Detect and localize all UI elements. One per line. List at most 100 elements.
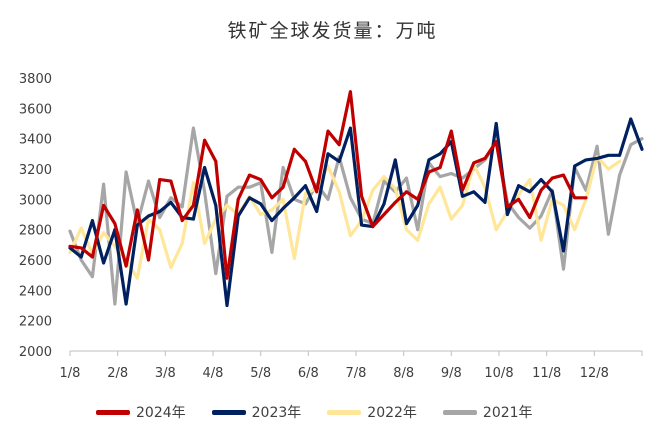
data-point [528, 216, 532, 219]
data-point [405, 176, 408, 180]
data-point [416, 197, 420, 201]
data-point [405, 190, 408, 194]
data-point [281, 166, 285, 169]
data-point [304, 191, 307, 195]
legend-label: 2023年 [251, 405, 302, 421]
data-point [382, 213, 386, 216]
data-point [595, 144, 599, 148]
data-point [550, 176, 554, 180]
data-point [595, 156, 599, 160]
data-point [191, 204, 195, 207]
data-point [315, 210, 319, 213]
data-point [315, 190, 319, 194]
data-point [79, 258, 83, 262]
data-point [562, 267, 565, 271]
data-point [214, 272, 218, 276]
data-point [91, 219, 94, 222]
data-point [281, 197, 285, 201]
legend-item: 2021年 [442, 402, 533, 422]
data-point [169, 196, 173, 200]
y-tick-label: 3600 [19, 102, 52, 117]
data-point [405, 222, 408, 226]
data-point [393, 200, 397, 204]
data-point [618, 173, 621, 177]
data-point [270, 208, 274, 212]
legend-swatch [211, 409, 246, 415]
legend-label: 2024年 [136, 405, 186, 421]
data-point [382, 175, 386, 178]
data-point [169, 200, 173, 204]
data-point [416, 228, 420, 232]
data-point [461, 194, 464, 198]
data-point [539, 238, 543, 242]
data-point [416, 238, 420, 242]
data-point [191, 126, 195, 130]
x-tick-label: 9/8 [441, 366, 462, 381]
data-point [494, 122, 498, 125]
data-point [304, 160, 307, 163]
legend-swatch [442, 409, 477, 415]
legend-item: 2024年 [96, 402, 186, 422]
data-point [438, 166, 442, 169]
data-point [292, 147, 296, 151]
data-point [169, 266, 173, 269]
data-point [438, 152, 442, 156]
data-point [629, 143, 633, 147]
x-tick-label: 2/8 [107, 366, 128, 381]
data-point [113, 244, 117, 248]
data-point [562, 249, 565, 253]
data-point [191, 217, 195, 221]
data-point [158, 228, 162, 232]
data-point [304, 184, 307, 188]
legend: 2024年 2023年 2022年 2021年 [96, 402, 533, 422]
data-point [494, 140, 498, 144]
data-point [270, 219, 274, 222]
data-point [158, 210, 162, 213]
y-tick-label: 2600 [19, 254, 52, 269]
x-axis: 1/8 2/8 3/8 4/8 5/8 6/8 7/8 8/8 9/8 10/8 11/8 12/8 [60, 350, 643, 381]
data-point [147, 214, 150, 218]
y-tick-label: 2800 [19, 224, 52, 239]
data-point [326, 197, 330, 201]
data-point [494, 228, 498, 232]
y-axis-ticks: 2000 2200 2400 2600 2800 3000 3200 3400 3600 3800 [19, 72, 52, 360]
data-point [270, 196, 274, 200]
data-point [102, 231, 106, 235]
y-tick-label: 3000 [19, 193, 52, 208]
data-point [528, 190, 532, 194]
data-point [191, 181, 195, 185]
data-point [225, 304, 229, 307]
data-point [169, 179, 173, 183]
data-point [180, 205, 184, 209]
data-point [180, 219, 184, 222]
data-point [382, 202, 386, 206]
data-point [371, 188, 375, 192]
data-point [203, 241, 206, 245]
data-point [562, 173, 565, 177]
data-point [438, 185, 442, 189]
data-point [236, 185, 240, 189]
data-point [68, 244, 72, 248]
data-point [259, 178, 263, 182]
x-tick-label: 4/8 [203, 366, 224, 381]
data-point [371, 225, 375, 229]
data-point [337, 160, 341, 163]
data-point [225, 204, 229, 207]
data-point [360, 194, 364, 198]
data-point [281, 207, 285, 210]
data-point [449, 129, 453, 133]
y-tick-label: 2400 [19, 284, 52, 299]
x-tick-label: 8/8 [393, 366, 414, 381]
data-point [248, 196, 251, 200]
data-point [248, 185, 251, 189]
data-point [124, 264, 128, 268]
y-tick-label: 2200 [19, 315, 52, 330]
y-tick-label: 3400 [19, 133, 52, 148]
data-point [348, 234, 352, 238]
data-point [124, 302, 128, 306]
data-point [573, 164, 577, 168]
data-point [562, 204, 565, 207]
x-tick-label: 6/8 [298, 366, 319, 381]
data-point [640, 147, 644, 151]
data-point [214, 160, 218, 163]
